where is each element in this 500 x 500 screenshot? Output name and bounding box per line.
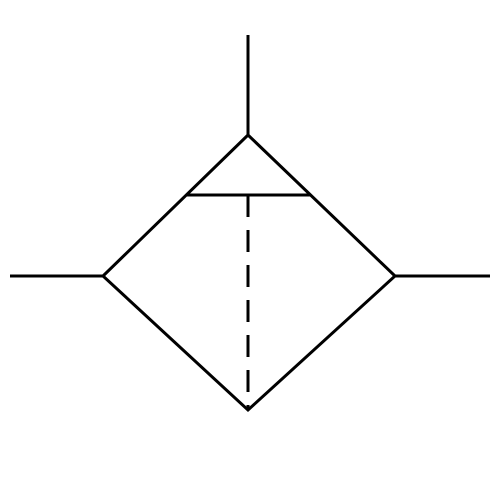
filter-symbol-diagram (0, 0, 500, 500)
